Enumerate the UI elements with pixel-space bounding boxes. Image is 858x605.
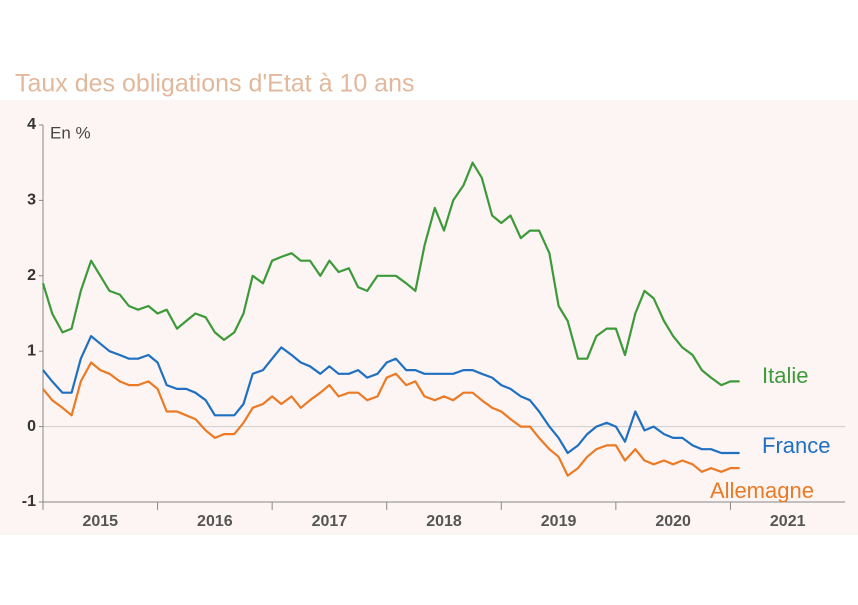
series-line bbox=[41, 161, 740, 387]
series-line bbox=[42, 335, 740, 455]
x-tick-label: 2015 bbox=[82, 513, 118, 530]
y-tick-label: 0 bbox=[27, 418, 36, 435]
series-label: Allemagne bbox=[710, 478, 814, 503]
x-tick-label: 2019 bbox=[541, 513, 577, 530]
series-label: Italie bbox=[762, 363, 808, 388]
chart-title: Taux des obligations d'Etat à 10 ans bbox=[15, 70, 415, 98]
x-tick-label: 2020 bbox=[655, 513, 691, 530]
x-tick-label: 2017 bbox=[312, 513, 348, 530]
x-tick-label: 2018 bbox=[426, 513, 462, 530]
y-axis-label: En % bbox=[50, 123, 91, 142]
plot-background bbox=[0, 100, 858, 535]
series-line bbox=[42, 361, 740, 477]
y-tick-label: -1 bbox=[22, 493, 36, 510]
y-tick-label: 2 bbox=[27, 267, 36, 284]
x-tick-label: 2016 bbox=[197, 513, 233, 530]
y-tick-label: 1 bbox=[27, 342, 36, 359]
series-label: France bbox=[762, 433, 830, 458]
y-tick-label: 4 bbox=[27, 116, 36, 133]
y-tick-label: 3 bbox=[27, 192, 36, 209]
x-tick-label: 2021 bbox=[770, 513, 806, 530]
